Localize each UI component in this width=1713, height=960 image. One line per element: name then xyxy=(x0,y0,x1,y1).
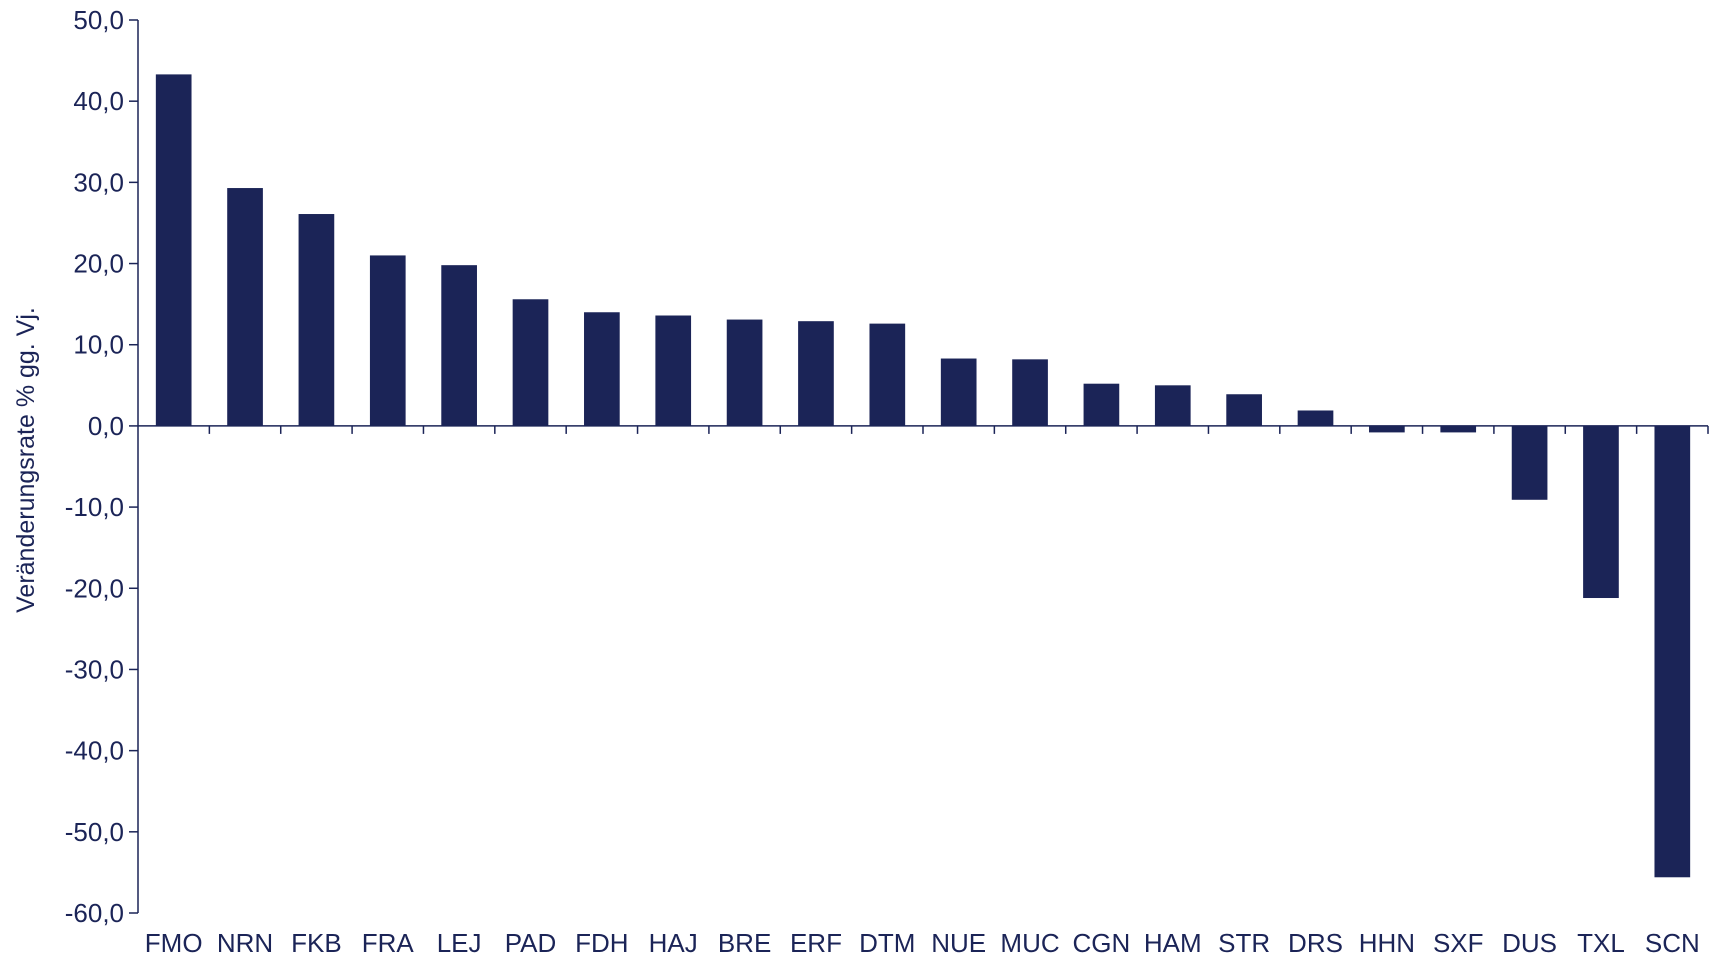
bar-fdh xyxy=(584,312,620,426)
bar-nue xyxy=(940,358,977,426)
y-tick-label: 50,0 xyxy=(73,5,124,35)
category-labels: FMO NRN FKB FRA LEJ PAD FDH HAJ BRE ERF DTM NUE MUC C… xyxy=(145,928,1700,958)
x-tick-label: FDH xyxy=(575,928,628,958)
x-tick-label: FRA xyxy=(362,928,415,958)
y-tick-label: -50,0 xyxy=(65,817,124,847)
bar-cgn xyxy=(1083,383,1120,426)
bars xyxy=(155,74,1691,878)
bar-hhn xyxy=(1369,425,1405,433)
x-tick-label: HHN xyxy=(1359,928,1415,958)
y-tick-label: -40,0 xyxy=(65,736,124,766)
bar-haj xyxy=(655,315,692,426)
x-tick-label: DTM xyxy=(859,928,915,958)
bar-dus xyxy=(1511,425,1548,500)
y-tick-label: 20,0 xyxy=(73,249,124,279)
x-tick-label: NUE xyxy=(931,928,986,958)
y-tick-label: 10,0 xyxy=(73,330,124,360)
bar-txl xyxy=(1583,425,1619,599)
y-tick-label: -30,0 xyxy=(65,654,124,684)
y-tick-label: -10,0 xyxy=(65,492,124,522)
y-tick-label: -20,0 xyxy=(65,573,124,603)
bar-fra xyxy=(369,255,406,426)
x-tick-label: FMO xyxy=(145,928,203,958)
x-tick-label: MUC xyxy=(1000,928,1059,958)
x-tick-label: FKB xyxy=(291,928,342,958)
bar-bre xyxy=(726,319,763,426)
bar-drs xyxy=(1297,410,1334,426)
y-tick-label: -60,0 xyxy=(65,898,124,928)
x-tick-label: BRE xyxy=(718,928,771,958)
bar-scn xyxy=(1654,425,1691,878)
y-axis-title: Veränderungsrate % gg. Vj. xyxy=(12,307,40,613)
x-tick-label: PAD xyxy=(505,928,557,958)
x-tick-label: NRN xyxy=(217,928,273,958)
bar-dtm xyxy=(869,323,906,426)
x-tick-label: LEJ xyxy=(437,928,482,958)
y-tick-label: 40,0 xyxy=(73,86,124,116)
y-tick-label: 30,0 xyxy=(73,167,124,197)
bar-muc xyxy=(1012,359,1048,426)
x-tick-label: SXF xyxy=(1433,928,1484,958)
bar-erf xyxy=(798,321,834,426)
bar-pad xyxy=(512,299,549,426)
bar-fmo xyxy=(155,74,192,426)
x-tick-label: STR xyxy=(1218,928,1270,958)
x-tick-label: SCN xyxy=(1645,928,1700,958)
y-axis: 50,0 40,0 30,0 20,0 10,0 0,0 -10,0 -20,0 -30,0 -4… xyxy=(65,5,139,928)
bar-fkb xyxy=(298,214,335,426)
x-tick-label: CGN xyxy=(1073,928,1131,958)
bar-nrn xyxy=(227,188,263,426)
x-tick-label: TXL xyxy=(1577,928,1625,958)
x-tick-label: ERF xyxy=(790,928,842,958)
x-tick-label: DRS xyxy=(1288,928,1343,958)
y-tick-label: 0,0 xyxy=(88,411,124,441)
bar-lej xyxy=(441,265,477,426)
bar-ham xyxy=(1154,385,1191,426)
x-tick-label: HAM xyxy=(1144,928,1202,958)
x-tick-label: HAJ xyxy=(649,928,698,958)
bar-str xyxy=(1226,394,1262,426)
x-tick-label: DUS xyxy=(1502,928,1557,958)
bar-sxf xyxy=(1440,425,1477,433)
